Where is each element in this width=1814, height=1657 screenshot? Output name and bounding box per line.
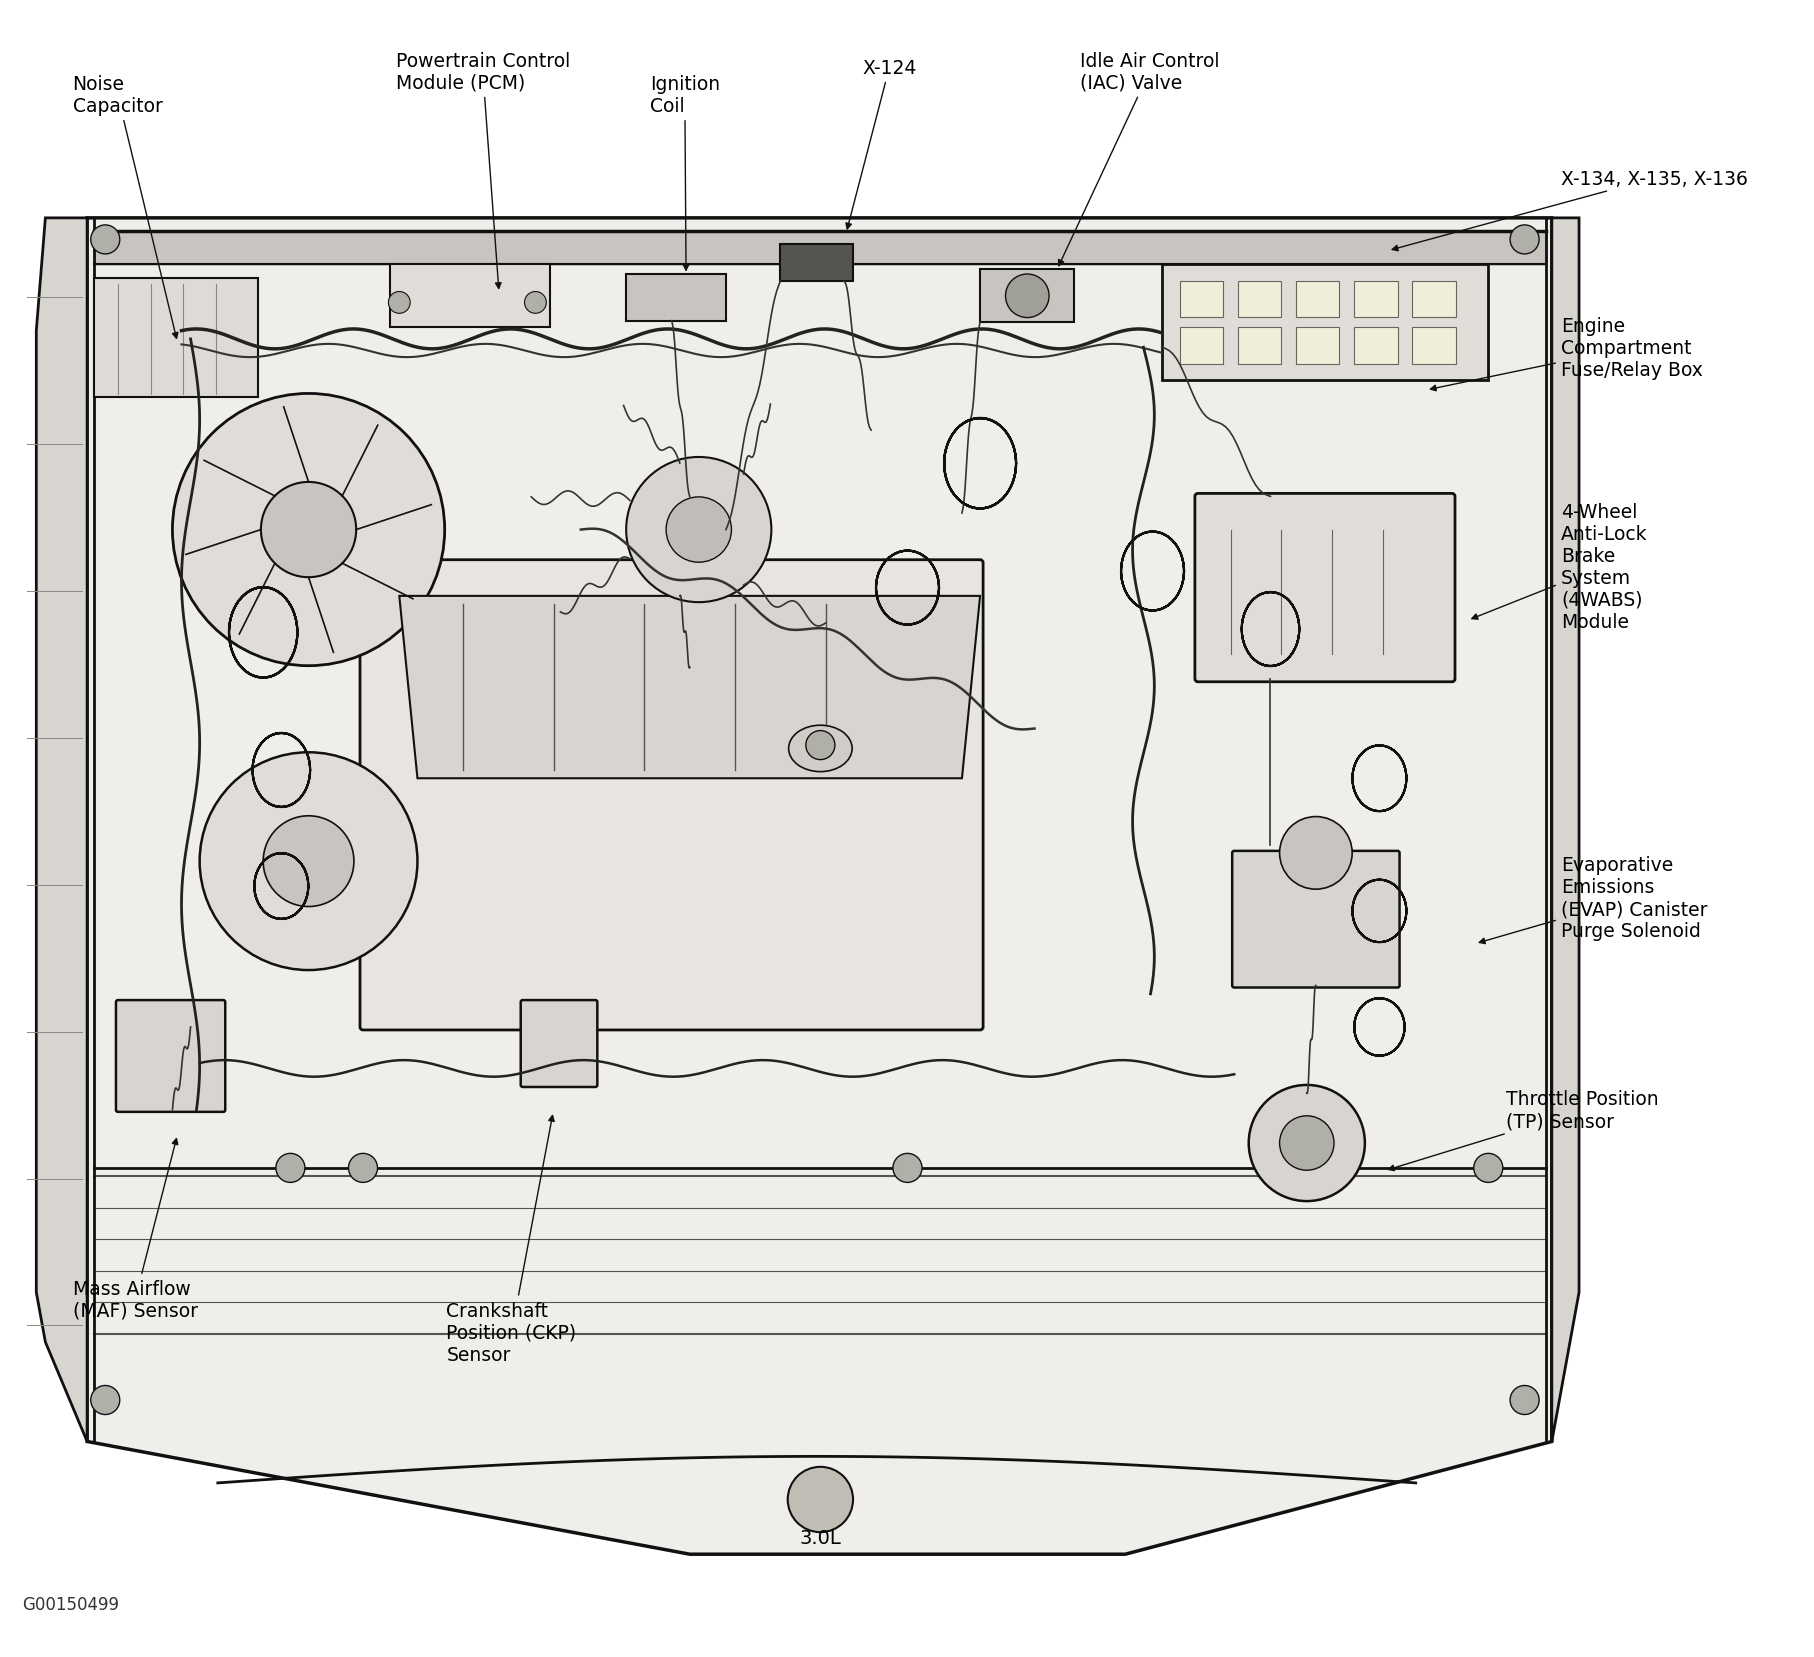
FancyBboxPatch shape bbox=[1353, 328, 1397, 365]
Circle shape bbox=[200, 752, 417, 971]
Text: X-134, X-135, X-136: X-134, X-135, X-136 bbox=[1391, 169, 1747, 252]
Text: 4-Wheel
Anti-Lock
Brake
System
(4WABS)
Module: 4-Wheel Anti-Lock Brake System (4WABS) M… bbox=[1471, 502, 1647, 631]
Circle shape bbox=[1279, 817, 1351, 890]
FancyBboxPatch shape bbox=[1194, 494, 1455, 683]
Ellipse shape bbox=[787, 726, 853, 772]
FancyBboxPatch shape bbox=[1411, 282, 1455, 318]
Circle shape bbox=[1509, 1385, 1538, 1415]
Text: Evaporative
Emissions
(EVAP) Canister
Purge Solenoid: Evaporative Emissions (EVAP) Canister Pu… bbox=[1478, 855, 1707, 944]
Text: G00150499: G00150499 bbox=[22, 1596, 118, 1612]
Circle shape bbox=[1005, 275, 1048, 318]
Text: Powertrain Control
Module (PCM): Powertrain Control Module (PCM) bbox=[395, 51, 570, 290]
Circle shape bbox=[276, 1153, 305, 1183]
Polygon shape bbox=[36, 219, 87, 1442]
Circle shape bbox=[1279, 1117, 1333, 1170]
FancyBboxPatch shape bbox=[1179, 328, 1223, 365]
Circle shape bbox=[348, 1153, 377, 1183]
FancyBboxPatch shape bbox=[1411, 328, 1455, 365]
FancyBboxPatch shape bbox=[626, 275, 726, 321]
Polygon shape bbox=[399, 597, 980, 779]
Circle shape bbox=[892, 1153, 922, 1183]
FancyBboxPatch shape bbox=[521, 1001, 597, 1087]
FancyBboxPatch shape bbox=[390, 265, 550, 328]
Text: Throttle Position
(TP) Sensor: Throttle Position (TP) Sensor bbox=[1388, 1090, 1658, 1171]
Polygon shape bbox=[94, 232, 1546, 265]
Circle shape bbox=[388, 292, 410, 315]
Text: Ignition
Coil: Ignition Coil bbox=[649, 75, 720, 272]
FancyBboxPatch shape bbox=[1232, 852, 1399, 988]
Circle shape bbox=[805, 731, 834, 761]
FancyBboxPatch shape bbox=[1161, 265, 1487, 381]
Text: X-124: X-124 bbox=[845, 60, 916, 230]
Circle shape bbox=[666, 497, 731, 563]
Circle shape bbox=[524, 292, 546, 315]
Text: Idle Air Control
(IAC) Valve: Idle Air Control (IAC) Valve bbox=[1058, 51, 1219, 267]
Circle shape bbox=[91, 225, 120, 255]
FancyBboxPatch shape bbox=[780, 245, 853, 282]
Circle shape bbox=[1509, 225, 1538, 255]
FancyBboxPatch shape bbox=[94, 278, 258, 398]
Circle shape bbox=[626, 457, 771, 603]
FancyBboxPatch shape bbox=[1237, 328, 1281, 365]
FancyBboxPatch shape bbox=[1295, 282, 1339, 318]
Circle shape bbox=[91, 1385, 120, 1415]
FancyBboxPatch shape bbox=[1353, 282, 1397, 318]
Circle shape bbox=[787, 1466, 853, 1533]
Circle shape bbox=[1248, 1085, 1364, 1201]
FancyBboxPatch shape bbox=[1295, 328, 1339, 365]
Text: Crankshaft
Position (CKP)
Sensor: Crankshaft Position (CKP) Sensor bbox=[446, 1115, 577, 1364]
FancyBboxPatch shape bbox=[359, 560, 983, 1031]
Text: Mass Airflow
(MAF) Sensor: Mass Airflow (MAF) Sensor bbox=[73, 1138, 198, 1321]
FancyBboxPatch shape bbox=[116, 1001, 225, 1112]
Circle shape bbox=[263, 817, 354, 906]
FancyBboxPatch shape bbox=[980, 270, 1074, 323]
FancyBboxPatch shape bbox=[1179, 282, 1223, 318]
Polygon shape bbox=[87, 219, 1551, 1554]
Text: Noise
Capacitor: Noise Capacitor bbox=[73, 75, 178, 340]
Text: 3.0L: 3.0L bbox=[798, 1528, 842, 1548]
Polygon shape bbox=[1551, 219, 1578, 1442]
Circle shape bbox=[261, 482, 356, 578]
Text: Engine
Compartment
Fuse/Relay Box: Engine Compartment Fuse/Relay Box bbox=[1429, 316, 1702, 391]
Circle shape bbox=[1473, 1153, 1502, 1183]
FancyBboxPatch shape bbox=[1237, 282, 1281, 318]
Circle shape bbox=[172, 394, 444, 666]
